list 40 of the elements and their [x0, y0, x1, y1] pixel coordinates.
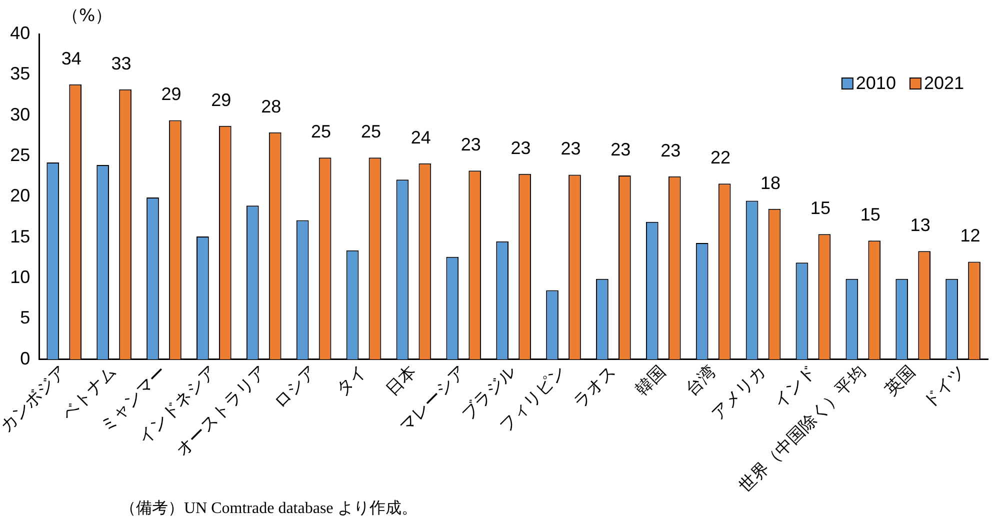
- data-label: 29: [161, 84, 182, 104]
- legend-label: 2021: [924, 72, 964, 93]
- legend-label: 2010: [856, 72, 896, 93]
- data-label: 23: [460, 134, 481, 155]
- data-label: 23: [610, 140, 631, 160]
- x-tick-label: 英国: [882, 362, 920, 400]
- y-tick-label: 25: [10, 144, 30, 165]
- data-label: 15: [810, 198, 830, 218]
- x-tick-label: ドイツ: [919, 362, 970, 412]
- data-label: 22: [710, 148, 731, 168]
- data-label: 25: [311, 122, 332, 142]
- x-tick-label: 台湾: [682, 362, 720, 400]
- data-label: 12: [960, 226, 980, 246]
- data-label: 28: [261, 96, 282, 116]
- y-tick-label: 30: [10, 104, 30, 124]
- data-label: 34: [61, 48, 82, 68]
- data-label: 24: [410, 127, 431, 148]
- x-tick-label: 日本: [382, 362, 420, 400]
- text: （備考）UN Comtrade database より作成。: [120, 498, 418, 519]
- y-tick-label: 0: [20, 348, 30, 368]
- data-label: 13: [910, 215, 930, 236]
- y-axis-title: （%）: [62, 5, 112, 27]
- x-tick-label: 韓国: [632, 362, 670, 400]
- y-tick-label: 35: [10, 64, 30, 84]
- y-tick-label: 40: [10, 22, 30, 43]
- data-label: 25: [360, 122, 381, 142]
- data-label: 15: [860, 204, 880, 225]
- y-tick-label: 20: [10, 186, 30, 206]
- data-label: 18: [760, 172, 781, 193]
- x-tick-label: ロシア: [270, 362, 320, 412]
- y-tick-label: 15: [10, 226, 30, 246]
- data-label: 29: [211, 90, 232, 110]
- data-label: 23: [660, 140, 681, 160]
- y-tick-label: 10: [10, 266, 30, 287]
- y-tick-label: 5: [20, 308, 30, 328]
- data-label: 23: [510, 138, 531, 158]
- data-label: 33: [111, 53, 132, 74]
- x-tick-label: タイ: [332, 362, 370, 400]
- data-label: 23: [560, 138, 581, 159]
- x-tick-label: ラオス: [570, 362, 620, 412]
